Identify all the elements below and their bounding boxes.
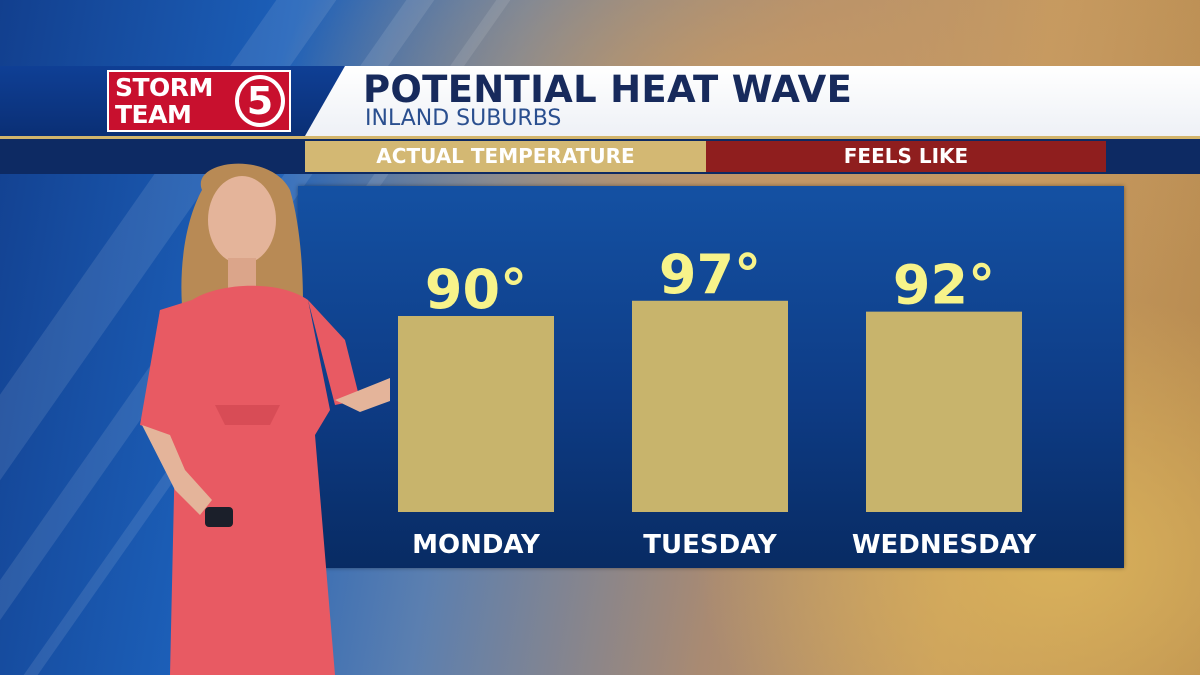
- bar-monday: [398, 316, 554, 512]
- logo-word-team: TEAM: [115, 100, 192, 129]
- title-band: [305, 66, 1200, 136]
- presenter-figure: [140, 163, 390, 675]
- value-label-monday: 90°: [425, 258, 527, 321]
- header-divider: [0, 136, 1200, 139]
- legend-feels-like[interactable]: FEELS LIKE: [706, 141, 1106, 172]
- category-label-monday: MONDAY: [412, 530, 541, 560]
- bar-wednesday: [866, 311, 1022, 512]
- chart-title: POTENTIAL HEAT WAVE: [363, 68, 853, 111]
- bar-chart: 90° MONDAY 97° TUESDAY 92° WEDNESDAY: [398, 243, 1037, 560]
- logo-number: 5: [235, 75, 285, 127]
- value-label-wednesday: 92°: [893, 254, 995, 317]
- chart-subtitle: INLAND SUBURBS: [365, 106, 562, 131]
- value-label-tuesday: 97°: [659, 243, 761, 306]
- storm-team-5-logo: STORM TEAM 5: [107, 70, 291, 132]
- logo-word-storm: STORM: [115, 73, 213, 102]
- category-label-tuesday: TUESDAY: [643, 530, 778, 560]
- chart-panel: 90° MONDAY 97° TUESDAY 92° WEDNESDAY: [298, 186, 1124, 568]
- category-label-wednesday: WEDNESDAY: [852, 530, 1037, 560]
- legend-actual-temperature[interactable]: ACTUAL TEMPERATURE: [305, 141, 706, 172]
- bar-tuesday: [632, 300, 788, 512]
